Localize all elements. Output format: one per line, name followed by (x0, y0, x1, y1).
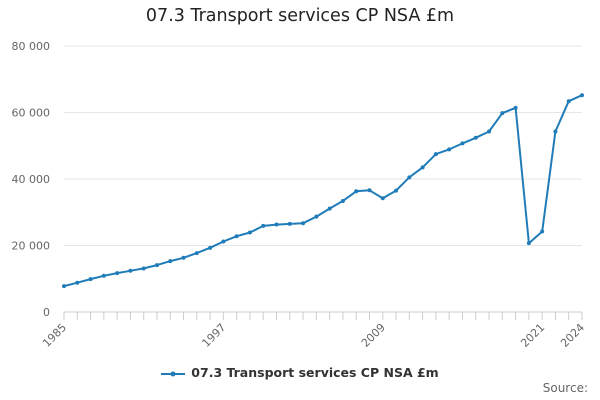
data-point[interactable] (234, 234, 239, 239)
y-axis: 0 20 000 40 000 60 000 80 000 (12, 40, 51, 319)
data-point[interactable] (367, 188, 372, 193)
data-point[interactable] (420, 165, 425, 170)
data-point[interactable] (274, 222, 279, 227)
chart-title: 07.3 Transport services CP NSA £m (145, 6, 455, 26)
data-point[interactable] (460, 141, 465, 146)
data-point[interactable] (181, 255, 186, 260)
data-point[interactable] (566, 99, 571, 104)
data-point[interactable] (500, 111, 505, 116)
x-tick-label: 1997 (200, 321, 229, 350)
data-point[interactable] (540, 229, 545, 234)
x-tick-label: 2009 (359, 321, 388, 350)
data-point[interactable] (88, 277, 93, 282)
y-tick-label: 40 000 (12, 173, 51, 186)
data-point[interactable] (194, 251, 199, 256)
data-point[interactable] (580, 93, 584, 98)
gridlines (64, 45, 582, 313)
data-point[interactable] (168, 259, 173, 264)
data-point[interactable] (287, 221, 292, 226)
y-tick-label: 20 000 (12, 240, 51, 253)
x-tick-label: 1985 (40, 321, 69, 350)
data-point[interactable] (128, 268, 133, 273)
series-line (63, 94, 583, 288)
data-point[interactable] (301, 221, 306, 226)
x-axis: 1985 1997 2009 2021 2024 (40, 312, 587, 350)
data-point[interactable] (154, 263, 159, 268)
data-point[interactable] (101, 273, 106, 278)
data-point[interactable] (327, 206, 332, 211)
y-tick-label: 80 000 (12, 40, 51, 53)
data-point[interactable] (526, 241, 531, 246)
data-point[interactable] (354, 189, 359, 194)
data-point[interactable] (340, 198, 345, 203)
source-label: Source: (542, 381, 588, 395)
data-point[interactable] (407, 175, 412, 180)
data-point[interactable] (141, 266, 146, 271)
data-point[interactable] (314, 214, 319, 219)
y-tick-label: 60 000 (12, 107, 51, 120)
x-tick-label: 2021 (518, 321, 547, 350)
data-point[interactable] (447, 147, 452, 152)
series-layer (62, 93, 584, 289)
data-point[interactable] (380, 196, 385, 201)
legend[interactable]: 07.3 Transport services CP NSA £m (0, 365, 600, 380)
data-point[interactable] (62, 284, 66, 289)
data-point[interactable] (261, 223, 266, 228)
data-point[interactable] (487, 129, 492, 134)
data-point[interactable] (221, 239, 226, 244)
data-point[interactable] (394, 188, 399, 193)
data-point[interactable] (75, 280, 80, 285)
legend-label: 07.3 Transport services CP NSA £m (191, 365, 439, 380)
data-point[interactable] (513, 105, 518, 110)
data-point[interactable] (553, 129, 558, 134)
legend-swatch-icon (161, 371, 186, 376)
data-point[interactable] (247, 230, 252, 235)
y-tick-label: 0 (43, 306, 50, 319)
data-point[interactable] (208, 245, 213, 250)
data-point[interactable] (433, 152, 438, 157)
data-point[interactable] (473, 135, 478, 140)
x-tick-label: 2024 (558, 321, 587, 350)
data-point[interactable] (115, 271, 120, 276)
